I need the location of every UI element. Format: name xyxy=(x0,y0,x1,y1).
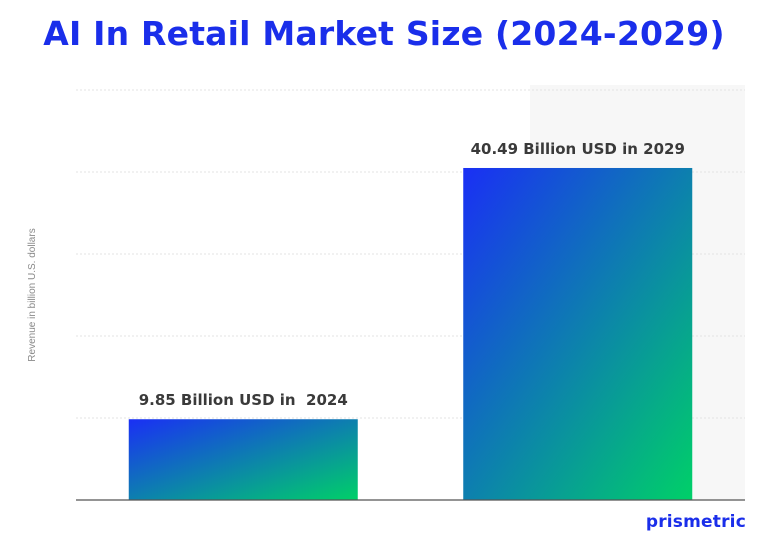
bar-2024 xyxy=(128,419,358,500)
data-label-2029: 40.49 Billion USD in 2029 xyxy=(471,140,685,158)
data-label-2024: 9.85 Billion USD in 2024 xyxy=(139,391,348,409)
bars xyxy=(128,167,693,500)
data-labels: 9.85 Billion USD in 2024 40.49 Billion US… xyxy=(139,140,685,409)
chart-title: AI In Retail Market Size (2024-2029) xyxy=(43,14,725,53)
prismetric-logo: prismetric xyxy=(645,512,746,532)
bar-2029 xyxy=(463,167,693,500)
y-axis-label: Revenue in billion U.S. dollars xyxy=(27,228,38,361)
